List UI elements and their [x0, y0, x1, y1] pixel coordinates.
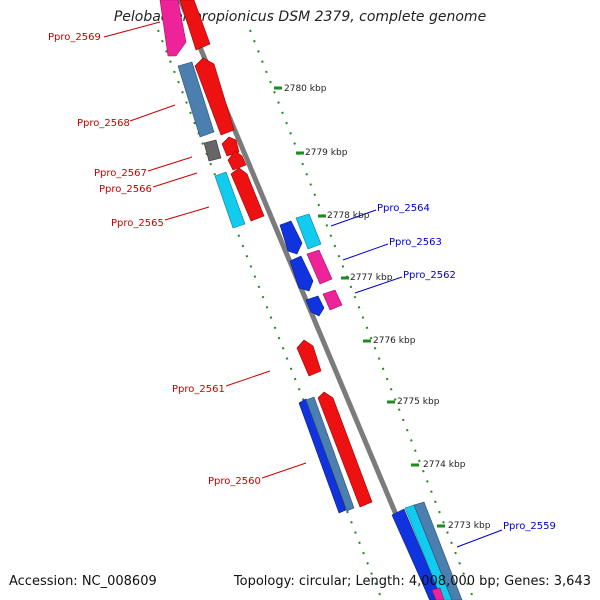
- label-ppro-2559[interactable]: Ppro_2559: [503, 521, 556, 532]
- gene-2563-blue[interactable]: [289, 255, 314, 292]
- topology-text: Topology: circular; Length: 4,008,000 bp…: [233, 574, 591, 589]
- gene-2564-cyan[interactable]: [295, 213, 322, 250]
- gene-2561-red[interactable]: [296, 339, 322, 377]
- kbp-label-2773: 2773 kbp: [448, 521, 491, 531]
- label-ppro-2565[interactable]: Ppro_2565: [111, 218, 164, 229]
- kbp-label-2774: 2774 kbp: [423, 460, 466, 470]
- gene-2560-blue[interactable]: [298, 398, 347, 514]
- label-ppro-2568[interactable]: Ppro_2568: [77, 118, 130, 129]
- outer-dotted-track: [249, 29, 475, 600]
- right-gene-labels: Ppro_2564 Ppro_2563 Ppro_2562 Ppro_2559: [330, 203, 556, 548]
- gene-2563-magenta[interactable]: [306, 249, 333, 285]
- label-ppro-2569[interactable]: Ppro_2569: [48, 32, 101, 43]
- kbp-label-2779: 2779 kbp: [305, 148, 348, 158]
- gene-2559-blue[interactable]: [391, 508, 443, 600]
- label-ppro-2561[interactable]: Ppro_2561: [172, 384, 225, 395]
- gene-2568-steel[interactable]: [177, 61, 215, 138]
- kbp-ticks: [274, 86, 445, 528]
- label-ppro-2562[interactable]: Ppro_2562: [403, 270, 456, 281]
- gene-2560-steel[interactable]: [305, 396, 355, 512]
- gene-2569-magenta[interactable]: [159, 0, 187, 57]
- kbp-label-2776: 2776 kbp: [373, 336, 416, 346]
- label-ppro-2567[interactable]: Ppro_2567: [94, 168, 147, 179]
- gene-2559-cyan[interactable]: [404, 504, 453, 600]
- kbp-label-2780: 2780 kbp: [284, 84, 327, 94]
- label-ppro-2563[interactable]: Ppro_2563: [389, 237, 442, 248]
- gene-2569-red[interactable]: [179, 0, 211, 51]
- gene-2562-blue[interactable]: [305, 295, 325, 317]
- map-title: Pelobacter propionicus DSM 2379, complet…: [113, 9, 487, 25]
- gene-2565-red[interactable]: [230, 167, 265, 222]
- gene-2562-magenta[interactable]: [322, 289, 343, 311]
- gene-2560-red[interactable]: [317, 391, 373, 508]
- label-ppro-2566[interactable]: Ppro_2566: [99, 184, 152, 195]
- kbp-labels: 2780 kbp 2779 kbp 2778 kbp 2777 kbp 2776…: [284, 84, 491, 531]
- gene-2568-red[interactable]: [194, 57, 235, 136]
- accession-text: Accession: NC_008609: [9, 574, 157, 589]
- gene-2564-blue[interactable]: [279, 220, 303, 255]
- gene-2567-gray[interactable]: [203, 139, 222, 162]
- gene-2565-cyan[interactable]: [214, 171, 246, 229]
- gene-2566-red[interactable]: [227, 150, 247, 171]
- kbp-label-2778: 2778 kbp: [327, 211, 370, 221]
- label-ppro-2560[interactable]: Ppro_2560: [208, 476, 261, 487]
- kbp-label-2775: 2775 kbp: [397, 397, 440, 407]
- label-ppro-2564[interactable]: Ppro_2564: [377, 203, 430, 214]
- gene-2559-steel[interactable]: [413, 501, 463, 600]
- gene-2559-magenta[interactable]: [431, 587, 445, 600]
- left-gene-labels: Ppro_2569 Ppro_2568 Ppro_2567 Ppro_2566 …: [48, 21, 307, 487]
- inner-dotted-track: [157, 29, 383, 600]
- kbp-label-2777: 2777 kbp: [350, 273, 393, 283]
